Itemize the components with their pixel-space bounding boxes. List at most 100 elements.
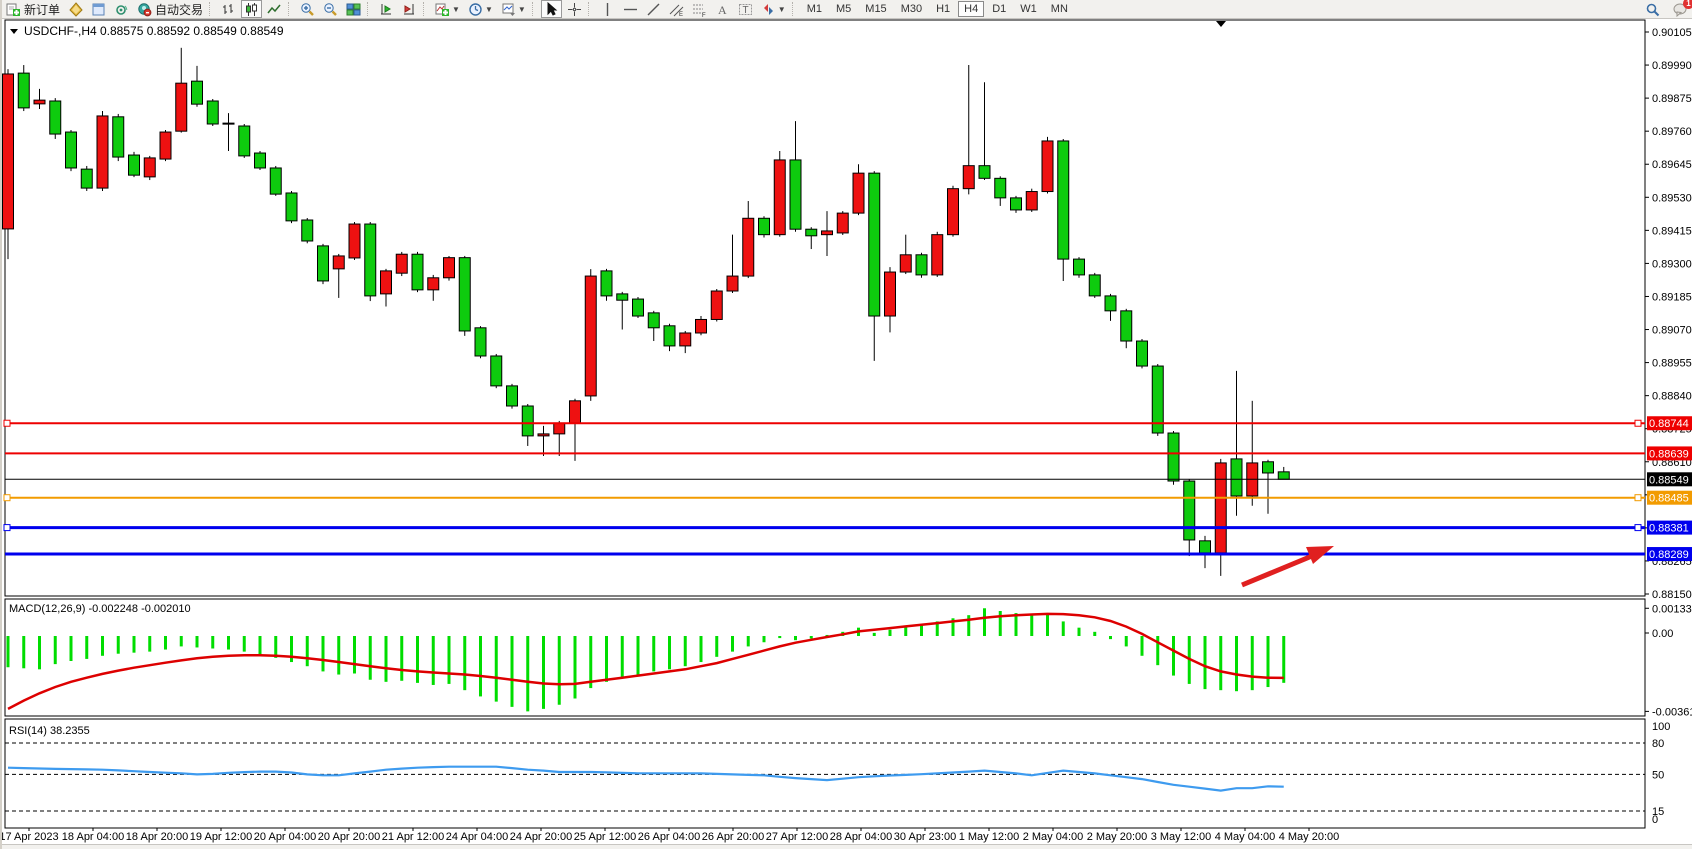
price-line-label: 0.88289: [1649, 549, 1689, 561]
periods-button[interactable]: ▼: [465, 0, 496, 18]
timeframe-D1-button[interactable]: D1: [992, 3, 1007, 15]
candle: [1025, 188, 1038, 212]
line-handle[interactable]: [1634, 524, 1642, 532]
chart-canvas[interactable]: 0.90105 0.89990 0.89875 0.89760 0.89645 0.895…: [2, 19, 1692, 844]
text-button[interactable]: A: [712, 0, 733, 18]
chart-dropdown-icon[interactable]: [10, 29, 18, 34]
candle: [348, 222, 361, 260]
candle: [1010, 195, 1022, 213]
candle-chart-icon: [246, 2, 258, 16]
crosshair-icon: [567, 2, 581, 16]
svg-text:T: T: [742, 5, 748, 16]
tile-windows-icon: [346, 3, 361, 15]
rsi-pane[interactable]: RSI(14) 38.2355: [5, 725, 1645, 812]
macd-pane[interactable]: MACD(12,26,9) -0.002248 -0.002010: [6, 603, 1286, 712]
price-tick-label: 0.89530: [1652, 192, 1692, 204]
cursor-button[interactable]: [540, 0, 562, 18]
timeframe-H1-button[interactable]: H1: [936, 3, 951, 15]
candle: [632, 297, 644, 319]
time-axis[interactable]: 17 Apr 2023 18 Apr 04:00 18 Apr 20:00 19 Ap…: [2, 828, 1339, 843]
trendline-button[interactable]: [643, 0, 664, 18]
time-tick-label: 28 Apr 04:00: [830, 831, 892, 843]
time-tick-label: 24 Apr 04:00: [446, 831, 508, 843]
macd-histogram: [6, 608, 1286, 712]
toolbar-button-label: 新订单: [24, 2, 61, 17]
timeframe-H4-button[interactable]: H4: [958, 1, 985, 17]
autotrade-button[interactable]: 自动交易: [134, 0, 206, 18]
chat-button[interactable]: 1: [1670, 0, 1692, 18]
line-handle[interactable]: [1634, 494, 1642, 502]
line-handle[interactable]: [3, 419, 11, 427]
candle: [1057, 138, 1070, 281]
candle: [758, 216, 770, 238]
price-tick-label: 0.89300: [1652, 258, 1692, 270]
candle: [663, 323, 676, 352]
chart-window-icon: [69, 1, 83, 17]
navigator-button[interactable]: [111, 0, 132, 18]
text-icon: A: [718, 3, 727, 17]
rsi-label: RSI(14) 38.2355: [9, 725, 90, 737]
price-line-label-box: [1647, 520, 1692, 535]
macd-axis-label: -0.003619: [1652, 706, 1692, 718]
auto-scroll-button[interactable]: [376, 0, 397, 18]
templates-button[interactable]: ▼: [498, 0, 529, 18]
macd-axis-label: 0.001331: [1652, 603, 1692, 615]
vline-button[interactable]: [597, 0, 618, 18]
chevron-down-icon: ▼: [484, 4, 493, 14]
timeframe-M30-button[interactable]: M30: [900, 3, 923, 15]
profile-button[interactable]: [88, 0, 109, 18]
channel-button[interactable]: E: [666, 0, 687, 18]
chart-shift-marker[interactable]: [1216, 21, 1226, 27]
line-handle[interactable]: [3, 494, 11, 502]
tile-windows-button[interactable]: [343, 0, 364, 18]
chart-shift-button[interactable]: [399, 0, 420, 18]
bar-chart-button[interactable]: [218, 0, 239, 18]
text-label-button[interactable]: T: [735, 0, 756, 18]
candle: [222, 113, 235, 152]
candle: [191, 65, 203, 107]
chart-window-button[interactable]: [65, 0, 86, 18]
time-tick-label: 20 Apr 04:00: [254, 831, 316, 843]
search-button[interactable]: [1642, 0, 1663, 18]
trend-arrow[interactable]: [1241, 546, 1334, 588]
price-line-label-box: [1647, 472, 1692, 487]
candle-chart-button[interactable]: [241, 0, 263, 18]
cursor-icon: [547, 1, 558, 16]
indicators-button[interactable]: ▼: [432, 0, 463, 18]
rsi-axis-label: 15: [1652, 806, 1664, 818]
macd-pane-frame: [4, 598, 1646, 717]
zoom-out-button[interactable]: [320, 0, 341, 18]
timeframe-W1-button[interactable]: W1: [1020, 3, 1037, 15]
timeframe-M1-button[interactable]: M1: [806, 3, 822, 15]
fibonacci-button[interactable]: F: [689, 0, 710, 18]
timeframe-M5-button[interactable]: M5: [836, 3, 852, 15]
candle: [1120, 308, 1133, 349]
hline-button[interactable]: [620, 0, 641, 18]
trendline-icon: [647, 3, 660, 15]
crosshair-button[interactable]: [564, 0, 585, 18]
rsi-axis-label: 50: [1652, 769, 1664, 781]
timeframe-MN-button[interactable]: MN: [1050, 3, 1068, 15]
line-handle[interactable]: [1634, 419, 1642, 427]
toolbar-separator: [367, 2, 373, 16]
candle: [647, 310, 660, 342]
line-handle[interactable]: [3, 524, 11, 532]
price-tick-label: 0.90105: [1652, 27, 1692, 39]
price-line-label-box: [1647, 416, 1692, 431]
candle: [443, 255, 455, 281]
line-chart-button[interactable]: [264, 0, 285, 18]
periods-icon: [469, 2, 482, 16]
candle: [600, 268, 613, 301]
candle: [805, 227, 818, 250]
rsi-line: [7, 765, 1284, 792]
time-tick-label: 18 Apr 04:00: [62, 831, 124, 843]
candle: [474, 326, 487, 359]
zoom-in-button[interactable]: [297, 0, 318, 18]
candle: [159, 130, 172, 162]
new-order-button[interactable]: 新订单: [3, 0, 63, 18]
timeframe-M15-button[interactable]: M15: [865, 3, 887, 15]
arrows-button[interactable]: ▼: [758, 0, 789, 18]
time-tick-label: 1 May 12:00: [959, 831, 1020, 843]
macd-signal-line: [7, 612, 1284, 711]
